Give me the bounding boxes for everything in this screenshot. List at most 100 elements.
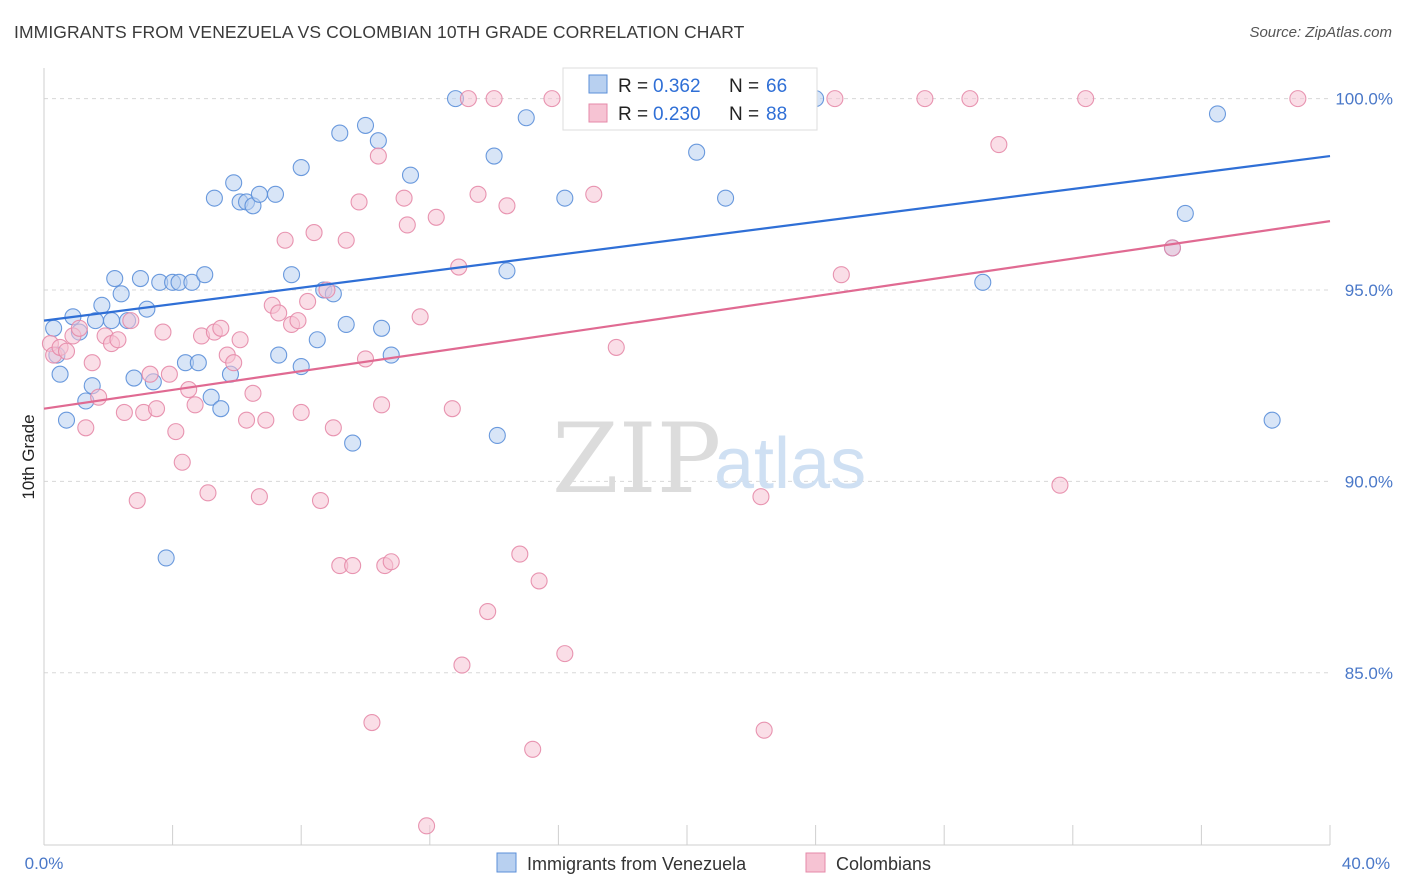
point-venezuela: [373, 319, 391, 337]
point-colombians: [289, 312, 307, 330]
point-colombians: [755, 721, 773, 739]
point-colombians: [109, 331, 127, 349]
trend-line-colombians: [43, 220, 1331, 410]
point-colombians: [212, 319, 230, 337]
point-colombians: [237, 411, 256, 429]
point-colombians: [395, 189, 413, 207]
legend-bottom-label-colombians: Colombians: [836, 854, 931, 874]
legend-n-value-colombians: 88: [766, 104, 787, 125]
point-venezuela: [974, 273, 992, 291]
point-colombians: [530, 572, 548, 590]
point-venezuela: [488, 426, 506, 444]
chart-source: Source: ZipAtlas.com: [1249, 24, 1392, 41]
legend-r-value-colombians: 0.230: [653, 104, 701, 125]
point-venezuela: [102, 312, 121, 330]
legend-swatch-colombians: [588, 103, 608, 123]
trend-lines: [43, 154, 1331, 410]
point-colombians: [122, 312, 140, 330]
point-colombians: [77, 419, 95, 437]
legend-bottom-label-venezuela: Immigrants from Venezuela: [527, 854, 747, 874]
point-venezuela: [688, 143, 706, 161]
point-venezuela: [344, 434, 362, 452]
point-venezuela: [112, 285, 130, 303]
point-venezuela: [45, 319, 63, 337]
x-ticks: [43, 825, 1331, 845]
data-points: [41, 90, 1307, 835]
y-tick-labels: 85.0% 90.0% 95.0% 100.0%: [1335, 90, 1393, 683]
legend-bottom-swatch-colombians: [805, 852, 826, 873]
point-colombians: [453, 656, 471, 674]
point-venezuela: [283, 266, 301, 284]
point-colombians: [826, 90, 844, 108]
point-venezuela: [202, 388, 220, 406]
point-venezuela: [517, 109, 535, 127]
legend-n-label-colombians: N =: [729, 104, 759, 125]
chart-title: IMMIGRANTS FROM VENEZUELA VS COLOMBIAN 1…: [14, 22, 745, 42]
watermark-zip: ZIP: [552, 403, 721, 515]
legend-bottom: Immigrants from Venezuela Colombians: [496, 852, 931, 874]
point-colombians: [1051, 476, 1069, 494]
point-venezuela: [356, 116, 375, 134]
point-venezuela: [157, 549, 175, 567]
point-venezuela: [205, 189, 223, 207]
point-colombians: [543, 90, 561, 108]
x-tick-label-max: 40.0%: [1342, 854, 1390, 873]
point-colombians: [173, 453, 191, 471]
point-venezuela: [1263, 411, 1281, 429]
point-colombians: [311, 491, 330, 510]
y-tick-label: 100.0%: [1335, 90, 1393, 109]
point-colombians: [1289, 90, 1307, 108]
point-colombians: [369, 147, 387, 165]
point-colombians: [990, 136, 1008, 154]
point-colombians: [147, 400, 166, 418]
point-colombians: [276, 231, 294, 249]
point-colombians: [479, 602, 497, 621]
point-colombians: [511, 545, 529, 563]
point-venezuela: [57, 411, 76, 429]
point-colombians: [250, 488, 268, 506]
legend-top: R = 0.362 N = 66 R = 0.230 N = 88: [562, 67, 818, 131]
y-axis-label: 10th Grade: [19, 414, 38, 499]
point-venezuela: [225, 174, 243, 192]
point-venezuela: [717, 189, 735, 207]
x-tick-label-min: 0.0%: [25, 854, 64, 873]
point-venezuela: [556, 189, 574, 207]
point-colombians: [199, 484, 217, 502]
legend-swatch-venezuela: [588, 74, 608, 94]
point-colombians: [57, 342, 76, 360]
point-colombians: [225, 354, 243, 372]
y-tick-label: 85.0%: [1345, 664, 1393, 683]
point-venezuela: [106, 269, 124, 288]
point-colombians: [585, 185, 603, 203]
point-colombians: [324, 419, 342, 437]
point-venezuela: [498, 262, 516, 280]
point-venezuela: [401, 166, 420, 184]
point-colombians: [607, 338, 625, 356]
point-colombians: [167, 423, 185, 441]
watermark-atlas: atlas: [714, 424, 866, 504]
point-colombians: [916, 90, 934, 108]
point-colombians: [337, 231, 355, 249]
point-colombians: [350, 193, 368, 211]
point-colombians: [832, 266, 850, 284]
point-venezuela: [196, 266, 214, 284]
point-colombians: [244, 384, 262, 402]
point-colombians: [398, 216, 416, 234]
point-venezuela: [51, 365, 69, 383]
point-colombians: [128, 491, 146, 510]
point-venezuela: [1208, 105, 1227, 123]
legend-r-value-venezuela: 0.362: [653, 76, 701, 97]
point-venezuela: [212, 400, 230, 418]
point-venezuela: [270, 346, 288, 364]
point-colombians: [373, 396, 391, 414]
point-venezuela: [183, 273, 201, 291]
point-venezuela: [93, 296, 111, 314]
point-colombians: [459, 90, 477, 108]
point-colombians: [115, 403, 133, 422]
point-colombians: [292, 403, 310, 422]
point-venezuela: [131, 269, 149, 288]
point-colombians: [363, 713, 381, 732]
point-venezuela: [382, 346, 400, 364]
point-colombians: [752, 488, 770, 506]
point-venezuela: [292, 158, 310, 177]
